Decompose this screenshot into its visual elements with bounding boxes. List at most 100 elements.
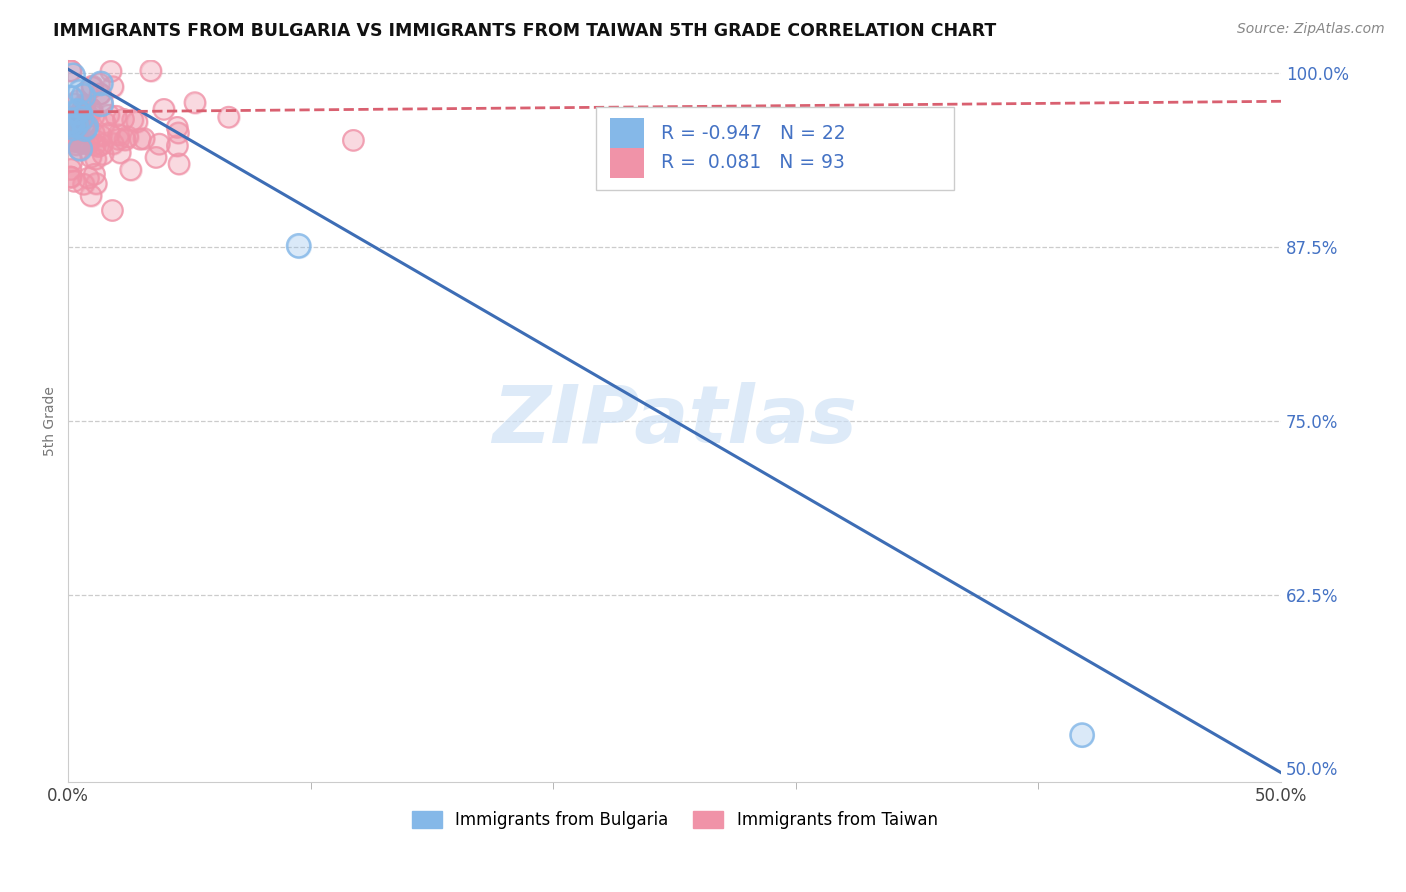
Point	[90, 97, 112, 112]
Point	[63, 135, 86, 149]
Text: R = -0.947   N = 22: R = -0.947 N = 22	[661, 124, 846, 143]
Point	[59, 162, 82, 177]
Point	[80, 150, 103, 164]
Point	[59, 114, 82, 128]
Point	[84, 152, 107, 166]
Point	[59, 63, 82, 78]
Text: Source: ZipAtlas.com: Source: ZipAtlas.com	[1237, 22, 1385, 37]
Point	[66, 133, 89, 147]
Point	[67, 94, 90, 108]
Point	[101, 136, 124, 151]
Point	[342, 133, 364, 147]
Point	[112, 112, 135, 127]
Point	[59, 63, 82, 78]
Point	[66, 126, 89, 140]
Point	[84, 137, 107, 152]
Point	[80, 188, 103, 202]
Point	[120, 162, 142, 177]
Point	[89, 87, 111, 101]
Point	[129, 132, 152, 146]
Point	[59, 91, 82, 105]
Point	[66, 126, 89, 140]
Point	[125, 115, 148, 129]
Point	[90, 128, 112, 143]
Point	[148, 137, 170, 152]
Point	[117, 129, 139, 144]
Point	[59, 119, 82, 133]
Point	[73, 97, 96, 112]
Point	[72, 103, 94, 118]
Point	[63, 97, 86, 112]
Point	[59, 170, 82, 185]
Point	[184, 95, 207, 110]
Point	[184, 95, 207, 110]
Point	[76, 116, 98, 130]
Point	[80, 80, 103, 95]
Point	[60, 110, 83, 124]
Point	[76, 84, 98, 98]
Point	[120, 162, 142, 177]
Point	[121, 113, 143, 128]
Point	[107, 128, 129, 142]
Point	[67, 111, 90, 125]
Point	[101, 79, 124, 94]
Point	[62, 123, 84, 137]
Text: IMMIGRANTS FROM BULGARIA VS IMMIGRANTS FROM TAIWAN 5TH GRADE CORRELATION CHART: IMMIGRANTS FROM BULGARIA VS IMMIGRANTS F…	[53, 22, 997, 40]
Point	[89, 87, 111, 102]
Point	[60, 153, 83, 168]
Point	[89, 87, 111, 101]
Point	[80, 150, 103, 164]
Point	[69, 142, 91, 156]
Point	[342, 133, 364, 147]
Point	[94, 116, 117, 130]
Point	[82, 78, 104, 93]
Point	[60, 126, 83, 140]
Point	[59, 169, 82, 184]
Point	[63, 135, 86, 149]
Point	[77, 171, 100, 186]
Point	[90, 77, 112, 91]
Point	[108, 145, 131, 160]
Point	[166, 120, 188, 135]
Point	[112, 112, 135, 127]
Point	[59, 63, 82, 78]
Point	[79, 101, 101, 115]
Point	[73, 136, 96, 151]
Point	[77, 136, 100, 151]
Point	[91, 147, 114, 161]
Point	[62, 129, 84, 144]
Point	[77, 136, 100, 151]
Point	[66, 103, 89, 118]
Point	[59, 63, 82, 78]
Point	[63, 174, 86, 188]
Point	[60, 110, 83, 124]
Point	[72, 88, 94, 103]
Point	[59, 169, 82, 184]
Point	[70, 132, 93, 146]
Point	[129, 132, 152, 146]
Point	[287, 239, 309, 253]
Point	[132, 131, 155, 145]
Point	[76, 84, 98, 98]
Point	[60, 113, 83, 128]
Point	[72, 103, 94, 118]
Point	[167, 157, 190, 171]
Point	[62, 121, 84, 136]
Point	[82, 78, 104, 93]
Point	[65, 137, 87, 152]
Point	[101, 136, 124, 151]
Point	[62, 68, 84, 82]
Point	[67, 124, 90, 138]
Y-axis label: 5th Grade: 5th Grade	[44, 386, 58, 456]
Point	[59, 118, 82, 132]
Point	[125, 115, 148, 129]
Point	[62, 122, 84, 136]
Point	[67, 94, 90, 108]
Point	[83, 126, 105, 140]
Point	[166, 138, 188, 153]
Point	[59, 119, 82, 133]
Point	[166, 138, 188, 153]
Point	[69, 115, 91, 129]
Point	[73, 136, 96, 151]
Point	[67, 104, 90, 119]
